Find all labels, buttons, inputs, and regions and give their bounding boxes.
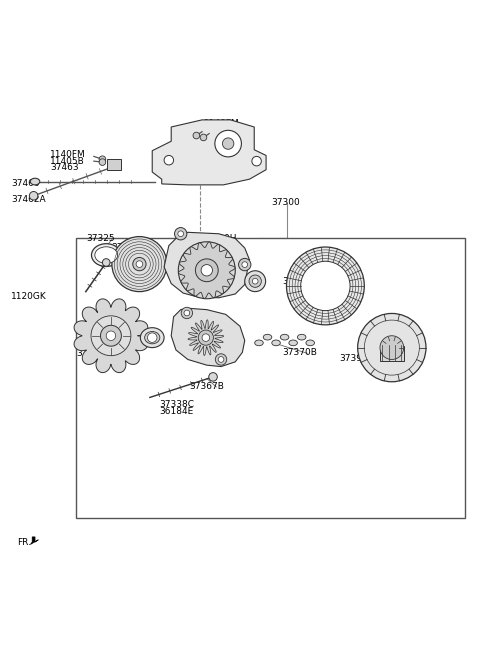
Text: 37320A: 37320A xyxy=(111,242,146,252)
Bar xyxy=(380,346,404,361)
Text: 37460: 37460 xyxy=(12,179,40,189)
Ellipse shape xyxy=(272,340,280,346)
Ellipse shape xyxy=(92,244,121,267)
Circle shape xyxy=(215,130,241,157)
Circle shape xyxy=(136,261,143,267)
Circle shape xyxy=(91,316,131,355)
Circle shape xyxy=(179,242,235,299)
Circle shape xyxy=(201,265,213,276)
Text: 37340E: 37340E xyxy=(76,350,110,358)
Polygon shape xyxy=(171,308,245,367)
Circle shape xyxy=(106,331,116,340)
Circle shape xyxy=(184,310,190,316)
Circle shape xyxy=(252,156,261,166)
Circle shape xyxy=(239,258,251,271)
Circle shape xyxy=(287,247,364,325)
Text: 37390B: 37390B xyxy=(340,354,374,363)
Ellipse shape xyxy=(280,334,289,340)
Text: 37370B: 37370B xyxy=(283,348,318,357)
Text: 37462A: 37462A xyxy=(12,195,46,204)
Text: FR.: FR. xyxy=(17,538,31,547)
Text: 36184E: 36184E xyxy=(159,407,193,416)
Text: 37342: 37342 xyxy=(111,342,140,351)
Circle shape xyxy=(147,333,157,342)
Ellipse shape xyxy=(255,340,263,346)
Circle shape xyxy=(218,357,224,362)
Ellipse shape xyxy=(30,178,40,185)
Circle shape xyxy=(198,330,214,346)
Circle shape xyxy=(209,373,217,381)
Ellipse shape xyxy=(289,340,298,346)
Circle shape xyxy=(193,132,200,139)
Text: 1140FF: 1140FF xyxy=(204,126,238,136)
Ellipse shape xyxy=(298,334,306,340)
Circle shape xyxy=(133,258,146,271)
Circle shape xyxy=(99,156,106,163)
Text: 37463: 37463 xyxy=(50,164,79,172)
Bar xyxy=(107,160,121,169)
Circle shape xyxy=(202,334,210,342)
Polygon shape xyxy=(30,537,38,545)
Circle shape xyxy=(99,159,106,166)
Ellipse shape xyxy=(306,340,314,346)
Circle shape xyxy=(29,191,38,200)
Circle shape xyxy=(249,275,261,287)
Circle shape xyxy=(242,261,248,267)
Bar xyxy=(76,238,466,518)
Text: 1140FM: 1140FM xyxy=(204,118,240,128)
Circle shape xyxy=(222,138,234,150)
Polygon shape xyxy=(188,320,224,355)
Text: 37350: 37350 xyxy=(283,277,312,286)
Circle shape xyxy=(100,325,121,346)
Text: 1120GK: 1120GK xyxy=(12,293,47,301)
Circle shape xyxy=(200,134,207,141)
Text: 37330H: 37330H xyxy=(201,234,237,243)
Circle shape xyxy=(380,336,404,359)
Circle shape xyxy=(358,313,426,382)
Circle shape xyxy=(245,271,265,292)
Ellipse shape xyxy=(140,328,164,348)
Circle shape xyxy=(178,231,183,236)
Text: 37325: 37325 xyxy=(87,234,115,243)
Circle shape xyxy=(301,261,350,310)
Circle shape xyxy=(102,259,110,266)
Ellipse shape xyxy=(263,334,272,340)
Text: 37300: 37300 xyxy=(271,199,300,207)
Circle shape xyxy=(216,354,227,365)
Circle shape xyxy=(181,307,192,318)
Text: 37367B: 37367B xyxy=(189,382,224,391)
Circle shape xyxy=(195,259,218,281)
Polygon shape xyxy=(74,299,148,373)
Ellipse shape xyxy=(144,332,160,344)
Circle shape xyxy=(252,278,258,284)
Polygon shape xyxy=(152,120,266,185)
Circle shape xyxy=(175,228,187,240)
Circle shape xyxy=(112,236,167,292)
Text: 37338C: 37338C xyxy=(159,400,194,409)
Circle shape xyxy=(164,156,174,165)
Polygon shape xyxy=(179,242,235,299)
Ellipse shape xyxy=(95,247,118,263)
Polygon shape xyxy=(164,232,250,298)
Text: 37334: 37334 xyxy=(216,277,244,286)
Text: 1140FM: 1140FM xyxy=(50,150,86,159)
Text: 11405B: 11405B xyxy=(50,157,85,166)
